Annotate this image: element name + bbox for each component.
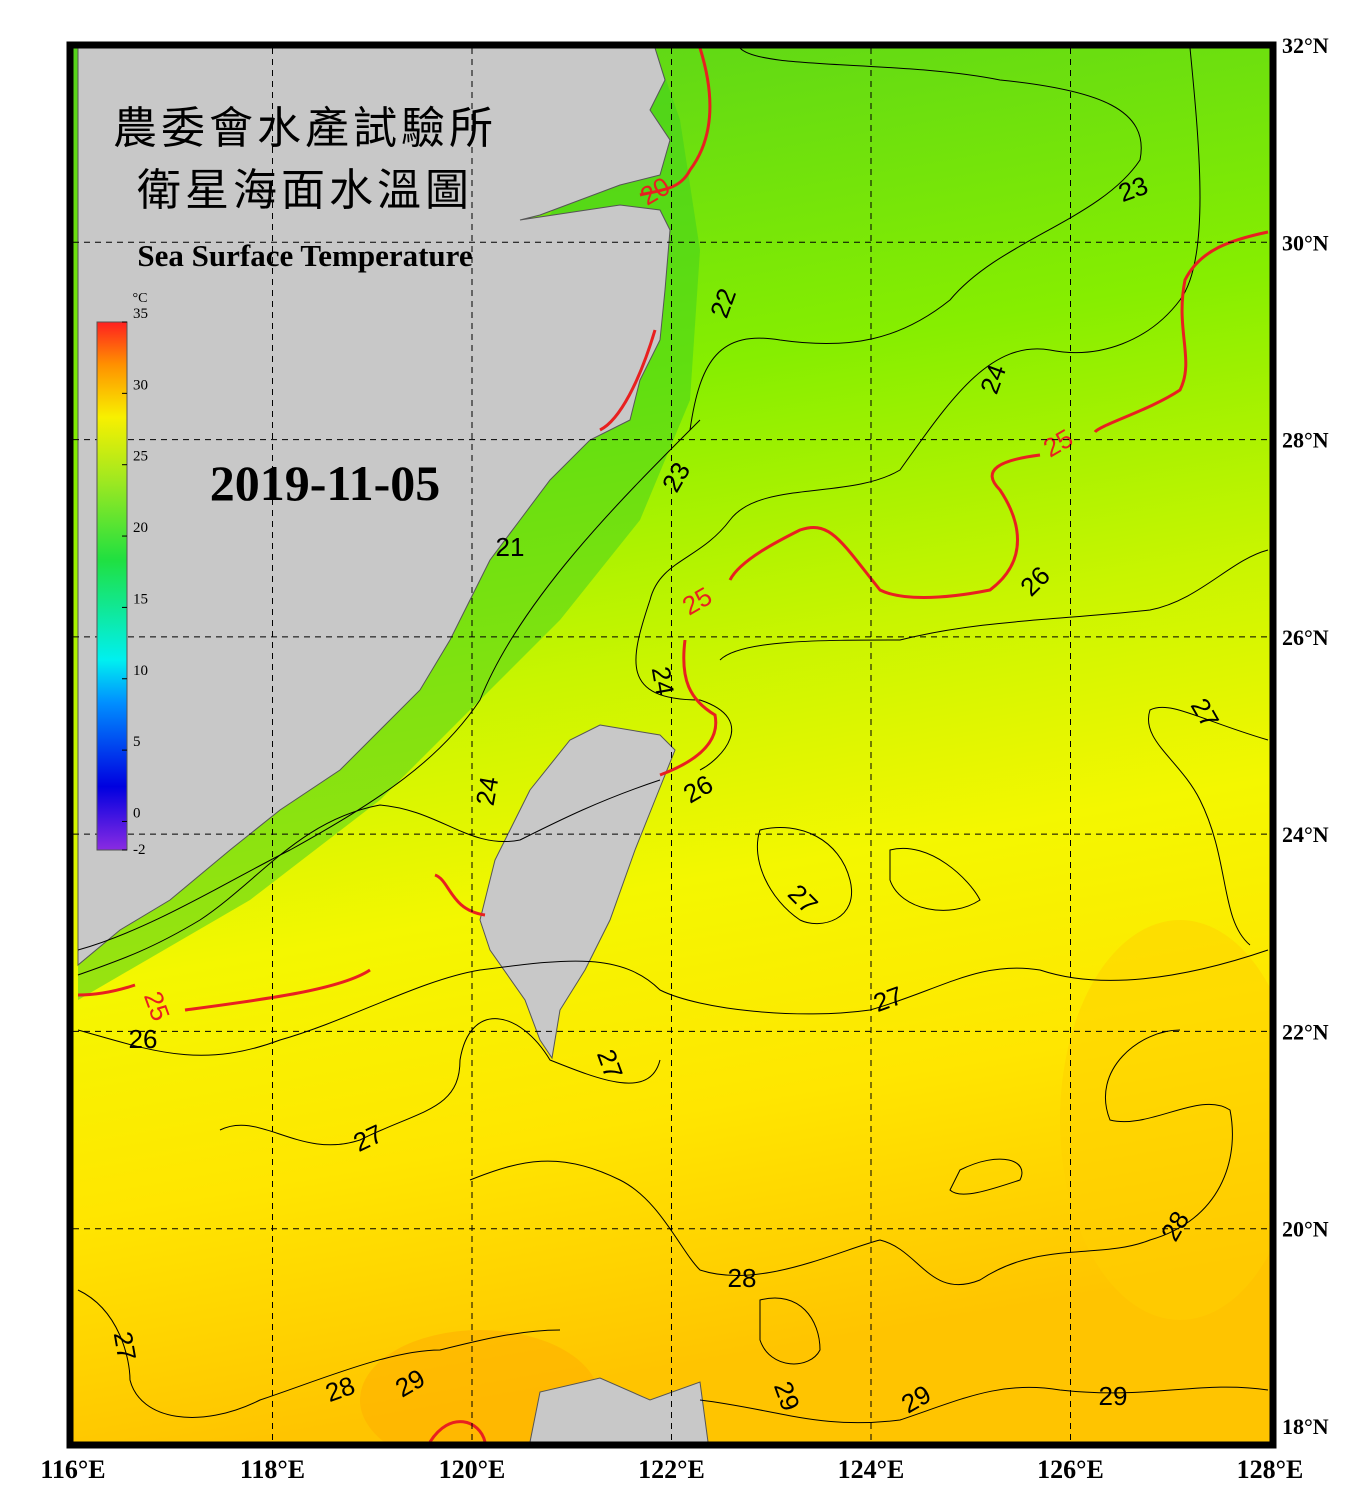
colorbar-tick-label: 0 — [133, 805, 141, 821]
contour-label: 26 — [129, 1024, 158, 1054]
y-tick-label: 32°N — [1282, 33, 1329, 58]
colorbar-tick-label: 20 — [133, 520, 148, 536]
contour-label: 24 — [470, 774, 505, 808]
colorbar — [96, 321, 128, 851]
taiwan-land — [479, 724, 676, 1060]
x-tick-label: 122°E — [638, 1455, 705, 1484]
contour-label: 28 — [728, 1263, 757, 1293]
y-tick-label: 26°N — [1282, 625, 1329, 650]
x-tick-label: 124°E — [838, 1455, 905, 1484]
colorbar-unit: °C — [133, 291, 148, 306]
contour-label: 27 — [108, 1329, 143, 1363]
contour-label: 24 — [646, 664, 681, 698]
colorbar-tick-label: 30 — [133, 377, 148, 393]
warm-patch — [1060, 920, 1270, 1320]
colorbar-ticks: 35 30 25 20 15 10 5 0 -2 — [122, 306, 148, 858]
title-en: Sea Surface Temperature — [137, 238, 472, 273]
y-tick-label: 18°N — [1282, 1414, 1329, 1439]
colorbar-tick-label: -2 — [133, 842, 146, 858]
luzon-land — [529, 1377, 709, 1442]
y-tick-label: 28°N — [1282, 428, 1329, 453]
subtitle-zh: 衛星海面水溫圖 — [137, 166, 473, 215]
contours — [77, 48, 1269, 1424]
x-tick-label: 116°E — [40, 1455, 105, 1484]
x-tick-label: 120°E — [439, 1455, 506, 1484]
x-tick-label: 126°E — [1037, 1455, 1104, 1484]
contour-label: 29 — [1099, 1381, 1128, 1411]
colorbar-tick-label: 5 — [133, 734, 141, 750]
y-tick-label: 22°N — [1282, 1019, 1329, 1044]
colorbar-tick-label: 15 — [133, 591, 148, 607]
x-tick-label: 118°E — [240, 1455, 305, 1484]
map-frame — [66, 41, 1277, 1449]
y-tick-label: 20°N — [1282, 1217, 1329, 1242]
y-tick-label: 30°N — [1282, 230, 1329, 255]
grid — [73, 48, 1270, 1442]
x-tick-label: 128°E — [1237, 1455, 1304, 1484]
contour-label: 21 — [496, 532, 525, 562]
y-tick-label: 24°N — [1282, 822, 1329, 847]
date: 2019-11-05 — [210, 455, 441, 511]
title-zh: 農委會水產試驗所 — [113, 104, 497, 153]
colorbar-tick-label: 35 — [133, 306, 148, 322]
colorbar-tick-label: 25 — [133, 449, 148, 465]
colorbar-tick-label: 10 — [133, 663, 148, 679]
highlight-contours — [77, 48, 1269, 1442]
